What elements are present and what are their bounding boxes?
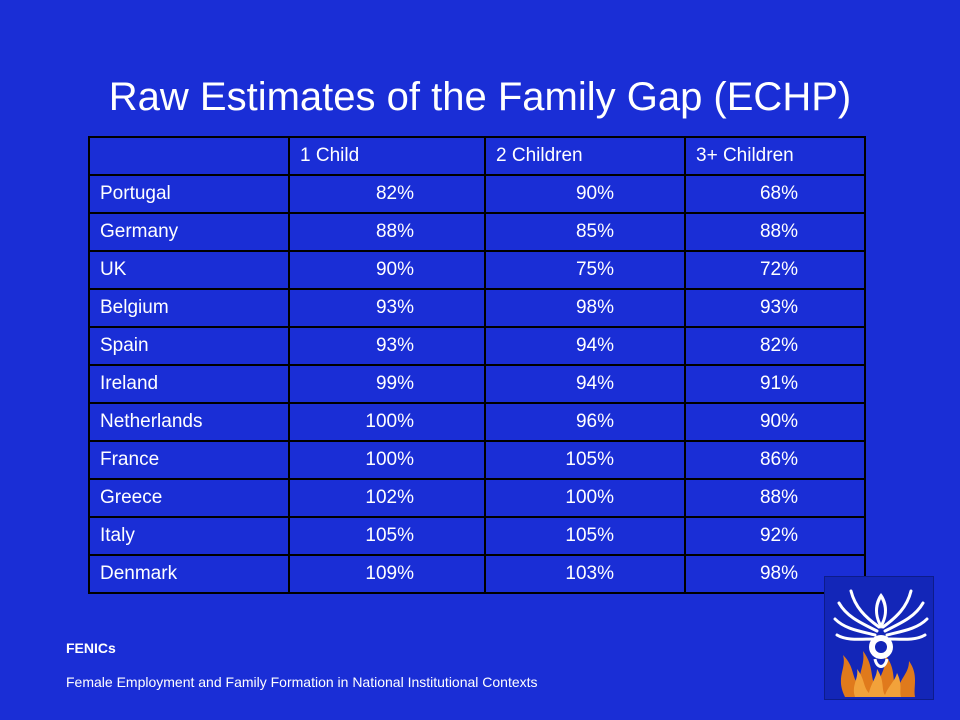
cell-2-children: 105% bbox=[484, 516, 686, 556]
cell-1-child: 93% bbox=[288, 288, 486, 328]
table-row: Denmark 109% 103% 98% bbox=[88, 554, 866, 594]
cell-2-children: 85% bbox=[484, 212, 686, 252]
cell-1-child: 99% bbox=[288, 364, 486, 404]
cell-1-child: 105% bbox=[288, 516, 486, 556]
cell-1-child: 88% bbox=[288, 212, 486, 252]
table-row: Greece 102% 100% 88% bbox=[88, 478, 866, 518]
cell-3plus-children: 90% bbox=[684, 402, 866, 442]
row-country-label: Portugal bbox=[100, 183, 171, 204]
row-country: Denmark bbox=[88, 554, 290, 594]
cell-2-children: 100% bbox=[484, 478, 686, 518]
table-header-row: 1 Child 2 Children 3+ Children bbox=[88, 136, 866, 176]
cell-3plus-children: 86% bbox=[684, 440, 866, 480]
cell-3plus-children: 92% bbox=[684, 516, 866, 556]
row-country-label: France bbox=[100, 449, 160, 470]
slide-title: Raw Estimates of the Family Gap (ECHP) bbox=[108, 75, 852, 119]
footer-description: Female Employment and Family Formation i… bbox=[66, 674, 538, 690]
row-country-label: Italy bbox=[100, 525, 135, 546]
row-country: Ireland bbox=[88, 364, 290, 404]
cell-2-children: 94% bbox=[484, 326, 686, 366]
row-country-label: Denmark bbox=[100, 563, 178, 584]
table-row: UK 90% 75% 72% bbox=[88, 250, 866, 290]
header-cell-3plus-children: 3+ Children bbox=[684, 136, 866, 176]
row-country: France bbox=[88, 440, 290, 480]
header-cell-empty bbox=[88, 136, 290, 176]
phoenix-logo-graphic bbox=[833, 589, 929, 697]
cell-2-children: 96% bbox=[484, 402, 686, 442]
cell-3plus-children: 88% bbox=[684, 212, 866, 252]
cell-1-child: 109% bbox=[288, 554, 486, 594]
cell-2-children: 103% bbox=[484, 554, 686, 594]
cell-2-children: 105% bbox=[484, 440, 686, 480]
table-row: Portugal 82% 90% 68% bbox=[88, 174, 866, 214]
row-country-label: Germany bbox=[100, 221, 179, 242]
row-country: UK bbox=[88, 250, 290, 290]
cell-1-child: 93% bbox=[288, 326, 486, 366]
cell-2-children: 98% bbox=[484, 288, 686, 328]
row-country-label: Greece bbox=[100, 487, 163, 508]
row-country-label: Ireland bbox=[100, 373, 159, 394]
cell-1-child: 82% bbox=[288, 174, 486, 214]
cell-3plus-children: 91% bbox=[684, 364, 866, 404]
footer-org-name: FENICs bbox=[66, 640, 116, 656]
row-country: Italy bbox=[88, 516, 290, 556]
row-country-label: UK bbox=[100, 259, 127, 280]
table-row: Belgium 93% 98% 93% bbox=[88, 288, 866, 328]
row-country: Greece bbox=[88, 478, 290, 518]
table-row: Italy 105% 105% 92% bbox=[88, 516, 866, 556]
table-row: Netherlands 100% 96% 90% bbox=[88, 402, 866, 442]
cell-3plus-children: 72% bbox=[684, 250, 866, 290]
cell-2-children: 90% bbox=[484, 174, 686, 214]
row-country: Belgium bbox=[88, 288, 290, 328]
cell-1-child: 100% bbox=[288, 440, 486, 480]
row-country: Spain bbox=[88, 326, 290, 366]
row-country: Germany bbox=[88, 212, 290, 252]
cell-1-child: 90% bbox=[288, 250, 486, 290]
cell-2-children: 75% bbox=[484, 250, 686, 290]
row-country-label: Belgium bbox=[100, 297, 169, 318]
cell-3plus-children: 93% bbox=[684, 288, 866, 328]
table-row: Spain 93% 94% 82% bbox=[88, 326, 866, 366]
family-gap-table: 1 Child 2 Children 3+ Children Portugal … bbox=[88, 136, 866, 594]
row-country: Netherlands bbox=[88, 402, 290, 442]
cell-3plus-children: 68% bbox=[684, 174, 866, 214]
table-row: Ireland 99% 94% 91% bbox=[88, 364, 866, 404]
cell-1-child: 100% bbox=[288, 402, 486, 442]
table-row: France 100% 105% 86% bbox=[88, 440, 866, 480]
cell-3plus-children: 82% bbox=[684, 326, 866, 366]
cell-2-children: 94% bbox=[484, 364, 686, 404]
row-country-label: Netherlands bbox=[100, 411, 203, 432]
header-cell-1-child: 1 Child bbox=[288, 136, 486, 176]
header-cell-2-children: 2 Children bbox=[484, 136, 686, 176]
row-country-label: Spain bbox=[100, 335, 149, 356]
phoenix-logo-icon bbox=[824, 576, 934, 700]
cell-1-child: 102% bbox=[288, 478, 486, 518]
table-row: Germany 88% 85% 88% bbox=[88, 212, 866, 252]
row-country: Portugal bbox=[88, 174, 290, 214]
cell-3plus-children: 88% bbox=[684, 478, 866, 518]
